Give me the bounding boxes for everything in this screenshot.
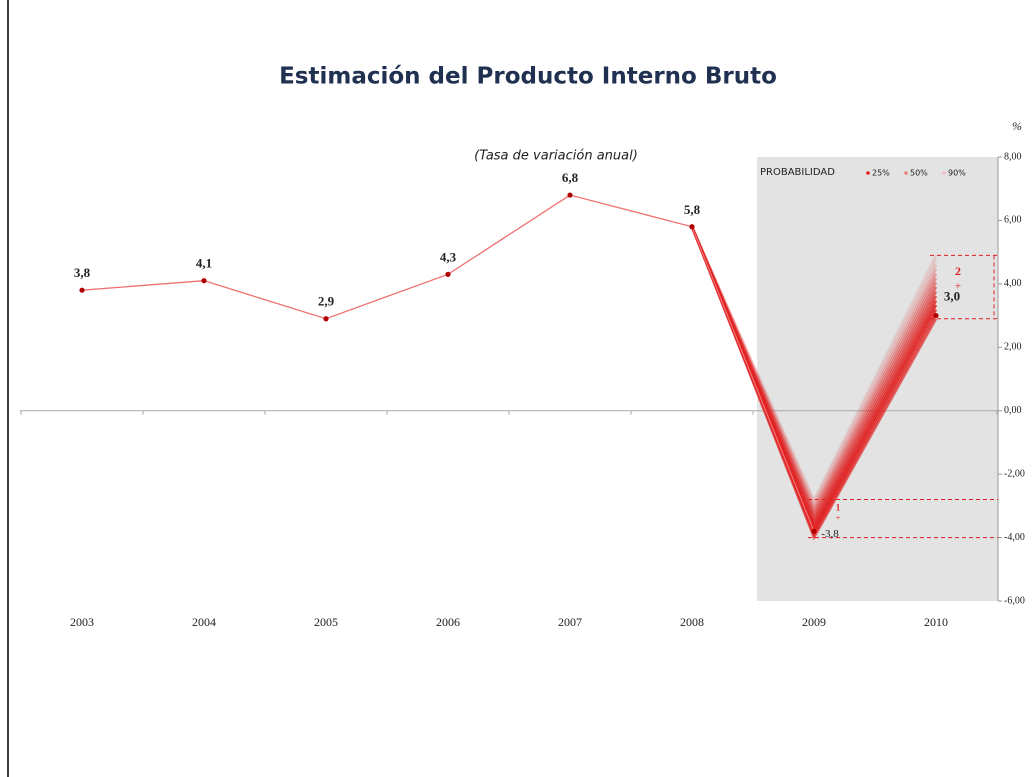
x-tick-label: 2005 — [314, 615, 338, 629]
fan-line — [690, 226, 938, 522]
x-tick-label: 2003 — [70, 615, 94, 629]
x-tick-label: 2006 — [436, 615, 460, 629]
x-tick-label: 2004 — [192, 615, 216, 629]
chart-subtitle: (Tasa de variación anual) — [474, 149, 638, 164]
legend-marker — [866, 171, 870, 175]
data-line — [81, 194, 815, 532]
x-tick-label: 2009 — [802, 615, 826, 629]
data-point — [445, 271, 451, 277]
y-tick-label: 0,00 — [1004, 405, 1022, 416]
legend-marker — [904, 171, 908, 175]
data-point — [933, 312, 939, 319]
y-tick-label: -4,00 — [1004, 532, 1025, 543]
y-tick-label: -2,00 — [1004, 468, 1025, 479]
y-tick-label: 8,00 — [1004, 151, 1022, 162]
legend-marker — [942, 171, 946, 175]
legend-title: PROBABILIDAD — [760, 167, 835, 178]
data-point — [79, 287, 85, 293]
annotation: 2 — [955, 264, 961, 278]
data-point — [323, 316, 329, 322]
forecast-region — [757, 157, 998, 601]
x-tick-label: 2010 — [924, 615, 948, 629]
legend-label: 50% — [910, 169, 928, 178]
data-label: 5,8 — [684, 202, 701, 217]
y-tick-label: 6,00 — [1004, 215, 1022, 226]
data-point — [201, 278, 207, 284]
y-tick-label: -6,00 — [1004, 595, 1025, 606]
data-label: 4,3 — [440, 249, 457, 264]
y-tick-label: 2,00 — [1004, 342, 1022, 353]
chart-title: Estimación del Producto Interno Bruto — [279, 64, 777, 90]
data-label: 3,8 — [74, 265, 91, 280]
fan-line — [690, 226, 938, 517]
annotation-marker: + — [955, 281, 961, 293]
x-tick-label: 2008 — [680, 615, 704, 629]
y-unit: % — [1012, 119, 1022, 133]
data-point — [811, 528, 817, 534]
fan-line — [690, 226, 938, 506]
data-label: 2,9 — [318, 294, 335, 309]
data-label: -3,8 — [821, 528, 839, 540]
data-label: 4,1 — [196, 256, 212, 271]
legend-label: 25% — [872, 169, 890, 178]
data-label: 3,0 — [944, 289, 960, 304]
fan-line — [690, 226, 938, 508]
annotation: 1 — [836, 503, 841, 513]
data-label: 6,8 — [562, 170, 579, 185]
x-tick-label: 2007 — [558, 615, 582, 629]
fan-line — [690, 226, 938, 503]
data-point — [567, 192, 573, 198]
y-tick-label: 4,00 — [1004, 278, 1022, 289]
fan-line — [690, 226, 938, 514]
data-point — [689, 224, 695, 230]
fan-line — [690, 226, 938, 511]
legend-label: 90% — [948, 169, 966, 178]
annotation-marker: + — [836, 513, 841, 522]
fan-line — [690, 226, 938, 519]
